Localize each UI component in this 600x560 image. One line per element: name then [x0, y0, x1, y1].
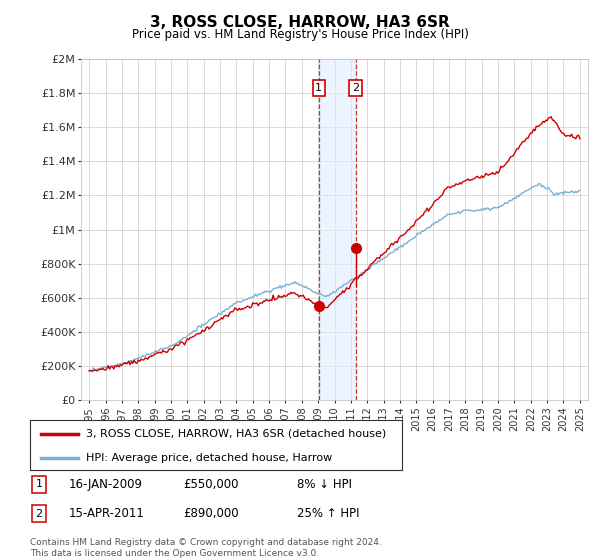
- Text: 25% ↑ HPI: 25% ↑ HPI: [297, 507, 359, 520]
- Text: 3, ROSS CLOSE, HARROW, HA3 6SR (detached house): 3, ROSS CLOSE, HARROW, HA3 6SR (detached…: [86, 428, 386, 438]
- Text: Contains HM Land Registry data © Crown copyright and database right 2024.
This d: Contains HM Land Registry data © Crown c…: [30, 538, 382, 558]
- Text: £550,000: £550,000: [183, 478, 239, 491]
- Text: 8% ↓ HPI: 8% ↓ HPI: [297, 478, 352, 491]
- Text: 15-APR-2011: 15-APR-2011: [69, 507, 145, 520]
- Text: 2: 2: [35, 508, 43, 519]
- Text: HPI: Average price, detached house, Harrow: HPI: Average price, detached house, Harr…: [86, 453, 332, 463]
- Bar: [319, 59, 356, 400]
- Text: 3, ROSS CLOSE, HARROW, HA3 6SR: 3, ROSS CLOSE, HARROW, HA3 6SR: [150, 15, 450, 30]
- Text: £890,000: £890,000: [183, 507, 239, 520]
- Text: 1: 1: [315, 83, 322, 93]
- Text: 1: 1: [35, 479, 43, 489]
- Text: Price paid vs. HM Land Registry's House Price Index (HPI): Price paid vs. HM Land Registry's House …: [131, 28, 469, 41]
- Text: 16-JAN-2009: 16-JAN-2009: [69, 478, 143, 491]
- Text: 2: 2: [352, 83, 359, 93]
